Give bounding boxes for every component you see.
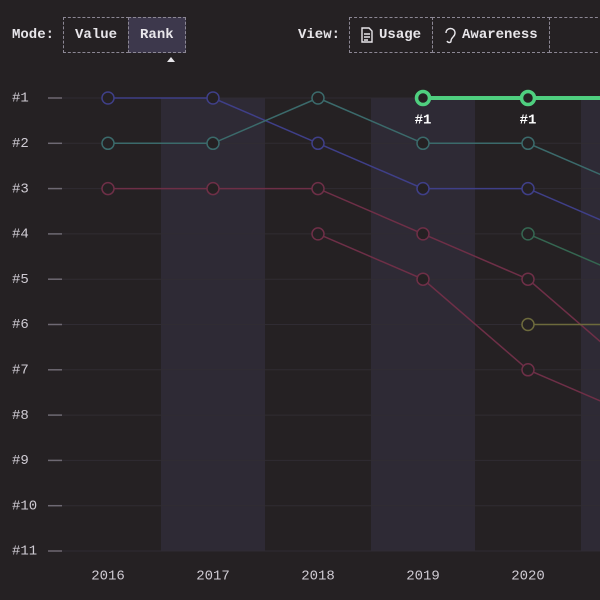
y-tick-label: #3 <box>12 181 29 197</box>
y-tick-label: #5 <box>12 272 29 288</box>
point <box>521 272 535 286</box>
point <box>416 272 430 286</box>
y-tick-label: #4 <box>12 227 29 243</box>
point <box>311 181 325 196</box>
view-text: Usage <box>379 27 422 43</box>
point <box>101 136 115 151</box>
y-tick-label: #1 <box>12 91 29 107</box>
point <box>519 89 537 107</box>
view-text: Awareness <box>462 27 538 43</box>
y-tick-label: #7 <box>12 363 29 379</box>
view-label: View: <box>298 27 341 43</box>
selected-indicator <box>167 57 175 62</box>
point <box>311 136 325 151</box>
y-tick-label: #8 <box>12 408 29 424</box>
series-line <box>108 97 600 221</box>
series-line <box>108 97 600 176</box>
point <box>521 317 535 332</box>
y-tick-label: #11 <box>12 544 37 560</box>
x-tick-label: 2017 <box>196 569 230 585</box>
point <box>521 227 535 241</box>
y-tick-label: #10 <box>12 498 37 514</box>
point <box>416 181 430 196</box>
point <box>206 136 220 151</box>
y-tick-label: #9 <box>12 453 29 469</box>
x-tick-label: 2020 <box>511 569 545 585</box>
x-tick-label: 2019 <box>406 569 440 585</box>
point <box>311 91 325 105</box>
point <box>101 91 115 105</box>
point <box>206 181 220 196</box>
series-line <box>527 233 600 266</box>
point <box>416 136 430 151</box>
value-label: #1 <box>415 113 432 129</box>
value-label: #1 <box>520 113 537 129</box>
point <box>416 227 430 241</box>
x-tick-label: 2016 <box>91 569 125 585</box>
y-tick-label: #2 <box>12 136 29 152</box>
point <box>521 181 535 196</box>
view-button[interactable] <box>548 17 600 53</box>
view-control: View: Usage Awareness <box>298 17 600 53</box>
x-tick-label: 2018 <box>301 569 335 585</box>
series-line <box>108 187 600 343</box>
point <box>414 89 432 107</box>
point <box>521 136 535 151</box>
ear-icon <box>445 27 456 44</box>
y-tick-label: #6 <box>12 317 29 333</box>
mode-button[interactable]: Rank <box>128 17 186 53</box>
mode-label: Mode: <box>12 27 55 43</box>
point <box>206 91 220 105</box>
mode-control: Mode: Value Rank <box>12 17 186 53</box>
doc-icon <box>361 27 373 43</box>
point <box>521 363 535 377</box>
series-line <box>317 233 600 402</box>
point <box>101 181 115 196</box>
point <box>311 227 325 241</box>
